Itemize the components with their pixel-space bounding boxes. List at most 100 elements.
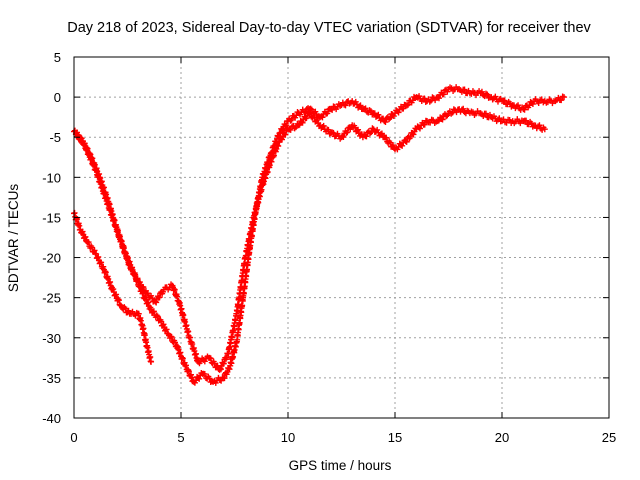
data-point (98, 259, 105, 266)
data-point (134, 275, 141, 282)
data-point (523, 117, 530, 124)
data-point (324, 110, 331, 117)
data-point (416, 125, 423, 132)
data-point (382, 119, 389, 126)
data-point (73, 129, 80, 136)
data-point (400, 105, 407, 112)
data-point (410, 131, 417, 138)
data-point (282, 131, 289, 138)
data-point (125, 307, 132, 314)
y-tick-label: 5 (54, 50, 61, 65)
data-point (461, 86, 468, 93)
y-tick-label: -40 (42, 411, 61, 426)
data-point (115, 296, 122, 303)
data-point (287, 126, 294, 133)
y-tick-label: -10 (42, 170, 61, 185)
data-point (220, 360, 227, 367)
data-point (558, 97, 565, 104)
data-point (320, 122, 327, 129)
data-point (279, 136, 286, 143)
data-point (95, 253, 102, 260)
data-point (201, 358, 208, 365)
plot-frame (73, 56, 610, 419)
data-point (187, 371, 194, 378)
data-point (129, 266, 136, 273)
data-point (369, 125, 376, 132)
data-point (367, 130, 374, 137)
data-point (501, 97, 508, 104)
data-point (100, 263, 107, 270)
data-point (85, 239, 92, 246)
data-point (91, 247, 98, 254)
data-point (536, 122, 543, 129)
data-point (150, 308, 157, 315)
data-point (344, 129, 351, 136)
data-point (329, 106, 336, 113)
data-point (340, 134, 347, 141)
x-tick-label: 10 (281, 430, 295, 445)
data-point (140, 284, 147, 291)
y-tick-label: -35 (42, 371, 61, 386)
x-tick-label: 0 (70, 430, 77, 445)
data-point (131, 269, 138, 276)
data-point (357, 102, 364, 109)
data-point (478, 88, 485, 95)
data-point (82, 233, 89, 240)
data-point (207, 355, 214, 362)
data-point (283, 122, 290, 129)
data-point (226, 366, 233, 373)
data-point (115, 297, 122, 304)
data-point (145, 299, 152, 306)
data-point (515, 102, 522, 109)
data-point (460, 105, 467, 112)
data-point (156, 294, 163, 301)
data-point (182, 362, 189, 369)
data-point (144, 300, 151, 307)
data-point (163, 326, 170, 333)
y-axis-label: SDTVAR / TECUs (6, 184, 21, 293)
data-point (435, 95, 442, 102)
data-point (325, 126, 332, 133)
data-point (521, 106, 528, 113)
data-point (314, 116, 321, 123)
y-tick-label: -30 (42, 331, 61, 346)
data-point (561, 94, 568, 101)
data-point (342, 102, 349, 109)
data-point (299, 119, 306, 126)
data-point (153, 299, 160, 306)
series-track-b (73, 105, 548, 373)
data-point (390, 113, 397, 120)
y-tick-label: -25 (42, 291, 61, 306)
data-point (288, 116, 295, 123)
data-point (378, 130, 385, 137)
data-point (287, 117, 294, 124)
data-point (319, 114, 326, 121)
data-point (399, 142, 406, 149)
x-tick-label: 5 (177, 430, 184, 445)
data-point (168, 333, 175, 340)
y-tick-label: -20 (42, 251, 61, 266)
data-point (383, 134, 390, 141)
data-series (71, 84, 568, 386)
data-point (303, 115, 310, 122)
data-point (148, 358, 155, 365)
data-point (421, 121, 428, 128)
data-point (439, 116, 446, 123)
gridlines (74, 57, 609, 418)
data-point (154, 313, 161, 320)
data-point (405, 101, 412, 108)
data-point (355, 126, 362, 133)
y-tick-label: -5 (49, 130, 61, 145)
data-point (362, 105, 369, 112)
data-point (113, 291, 120, 298)
data-point (201, 371, 208, 378)
data-point (160, 321, 167, 328)
data-point (122, 305, 129, 312)
data-point (217, 366, 224, 373)
x-tick-label: 15 (388, 430, 402, 445)
data-point (153, 312, 160, 319)
data-point (529, 101, 536, 108)
chart-title: Day 218 of 2023, Sidereal Day-to-day VTE… (67, 20, 591, 36)
data-point (144, 290, 151, 297)
